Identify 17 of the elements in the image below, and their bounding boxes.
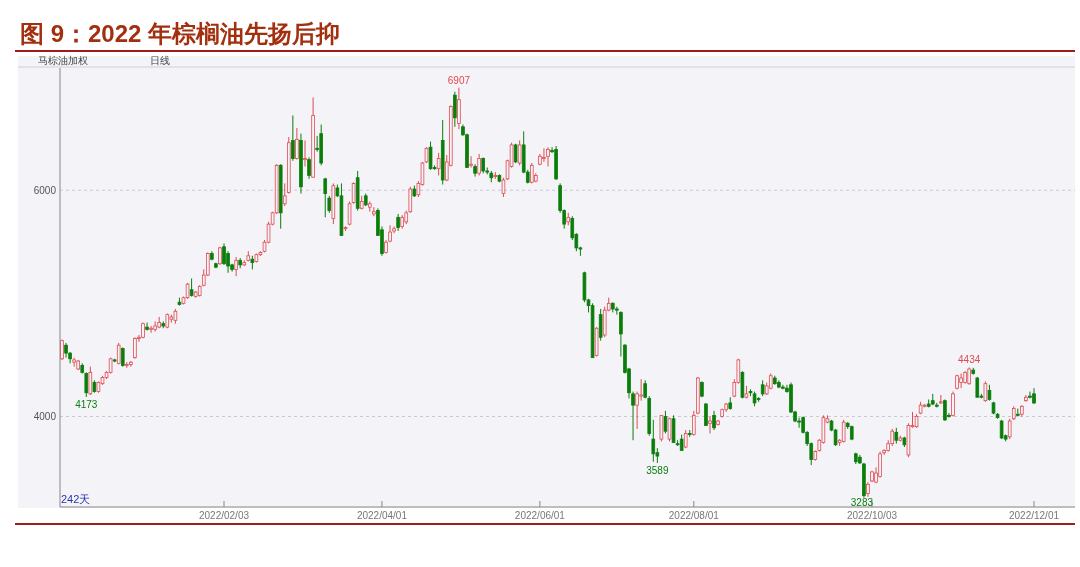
annotation: 6907: [447, 74, 471, 86]
y-tick-label: 6000: [33, 184, 57, 196]
x-tick-label: 2022/04/01: [356, 510, 408, 521]
text: 马棕油加权: [38, 55, 88, 66]
annotation: 4434: [958, 354, 981, 366]
text: 日线: [150, 55, 170, 66]
x-tick-label: 2022/12/01: [1008, 510, 1060, 521]
x-tick-label: 2022/02/03: [198, 510, 250, 521]
x-tick-label: 2022/08/01: [668, 510, 720, 521]
x-tick-label: 2022/06/01: [514, 510, 566, 521]
annotation: 4173: [75, 398, 98, 410]
x-tick-label: 2022/10/03: [846, 510, 898, 521]
annotation: 242天: [61, 493, 91, 505]
annotation: 3589: [646, 464, 669, 476]
y-tick-label: 4000: [33, 410, 57, 422]
chart-title: 图 9：2022 年棕榈油先扬后抑: [20, 20, 341, 47]
annotation: 3283: [850, 497, 874, 508]
